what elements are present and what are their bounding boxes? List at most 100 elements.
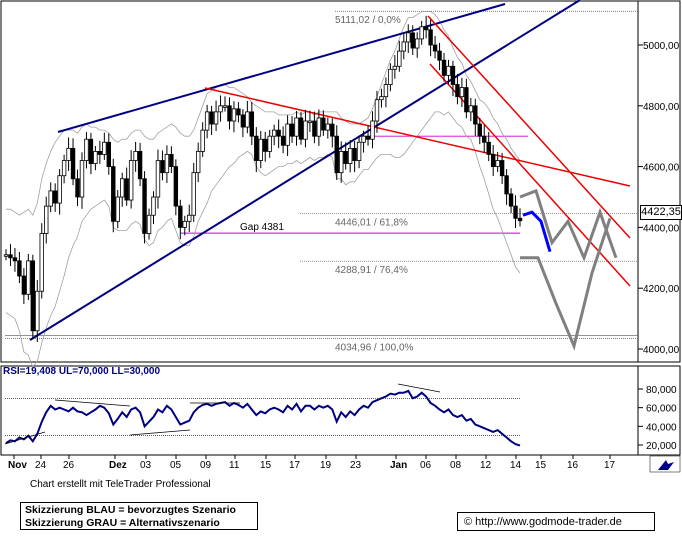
candle-body	[303, 120, 308, 140]
candle-body	[334, 135, 339, 174]
candle-body	[240, 114, 246, 128]
candle-body	[468, 105, 474, 113]
candle-body	[70, 147, 76, 180]
source-url[interactable]: © http://www.godmode-trader.de	[457, 512, 655, 531]
legend-gray: Skizzierung GRAU = Alternativszenario	[25, 517, 220, 529]
price-tick-label: 4600,00	[643, 163, 680, 174]
gap-label: Gap 4381	[240, 222, 284, 233]
candle-body	[209, 111, 214, 125]
candle-body	[459, 87, 465, 98]
candle-body	[187, 214, 192, 222]
candle-body	[204, 111, 210, 131]
candle-body	[499, 160, 505, 177]
chart-credit: Chart erstellt mit TeleTrader Profession…	[30, 479, 211, 490]
x-tick-label: Dez	[109, 460, 127, 471]
trend-lines	[29, 0, 631, 341]
candle-body	[84, 138, 89, 161]
candle-body	[419, 26, 424, 40]
candle-body	[352, 147, 357, 161]
x-tick-label: 19	[320, 460, 332, 471]
candle-body	[3, 254, 9, 257]
candle-body	[48, 190, 53, 207]
fib-levels: 5111,02 / 0,0% 4446,01 / 61,8% 4288,91 / 7…	[5, 10, 638, 353]
rsi-divergence	[397, 383, 441, 393]
candle-body	[155, 160, 161, 198]
fib-level-label: 4446,01 / 61,8%	[335, 217, 408, 228]
candle-body	[102, 141, 107, 155]
candle-body	[88, 138, 94, 164]
candle-body	[450, 65, 456, 85]
candle-body	[218, 105, 223, 113]
rsi-series	[4, 383, 521, 447]
candle-body	[178, 205, 183, 228]
candle-body	[437, 50, 442, 61]
candle-body	[115, 196, 120, 222]
candle-body	[423, 26, 429, 31]
candle-body	[388, 68, 393, 85]
x-axis: Nov 24 26 Dez 03 05 09 11 15 17 19 23 Jan 06 08 12 14 15 1…	[8, 455, 616, 471]
candle-body	[504, 175, 509, 195]
candle-body	[455, 84, 460, 98]
candle-body	[379, 96, 384, 101]
candle-body	[464, 87, 469, 113]
candle-body	[432, 44, 438, 52]
price-tick-label: 4800,00	[643, 102, 680, 113]
price-y-axis: 4000,00 4200,00 4400,00 4600,00 4800,00 5000,…	[638, 41, 680, 356]
candle-body	[79, 160, 85, 198]
candle-body	[142, 178, 147, 234]
candle-body	[169, 154, 174, 168]
x-tick-label: 09	[200, 460, 212, 471]
candle-body	[473, 105, 478, 125]
fib-level-label: 5111,02 / 0,0%	[335, 15, 401, 26]
trendline-red-resistance	[204, 87, 631, 187]
x-tick-label: Nov	[8, 460, 27, 471]
x-tick-label: 24	[35, 460, 47, 471]
x-tick-label: 16	[567, 460, 579, 471]
candle-body	[35, 290, 40, 332]
price-series	[3, 15, 523, 343]
candle-body	[307, 120, 313, 123]
rsi-line	[5, 389, 521, 447]
rsi-divergence	[4, 431, 46, 445]
rsi-divergence	[54, 399, 131, 407]
fib-level-label: 4034,96 / 100,0%	[335, 342, 414, 353]
last-price-tag: 4422,35	[640, 205, 682, 220]
candle-body	[137, 150, 143, 180]
candle-body	[66, 147, 71, 161]
candle-body	[517, 217, 523, 222]
channel-red-upper	[427, 15, 631, 239]
x-tick-label: 23	[350, 460, 362, 471]
x-tick-label: 06	[420, 460, 432, 471]
candle-body	[245, 111, 250, 128]
x-tick-label: 12	[480, 460, 492, 471]
rsi-divergence	[129, 429, 191, 436]
x-tick-label: 26	[63, 460, 75, 471]
candle-body	[263, 138, 268, 152]
candle-body	[486, 141, 491, 155]
candle-body	[356, 141, 362, 161]
candle-body	[61, 160, 67, 177]
candle-body	[414, 38, 420, 49]
candle-body	[8, 254, 13, 259]
candle-body	[44, 205, 49, 234]
candle-body	[52, 190, 58, 204]
rsi-y-axis: 20,000 40,000 60,000 80,000	[638, 385, 677, 452]
candle-body	[26, 260, 31, 295]
candle-body	[97, 150, 103, 155]
scenario-legend: Skizzierung BLAU = bevorzugtes Szenario …	[20, 502, 258, 530]
arrow-icon	[658, 460, 674, 470]
candle-body	[343, 150, 348, 164]
candle-body	[39, 233, 44, 292]
channel-red-lower	[429, 63, 631, 287]
candle-body	[173, 166, 179, 207]
rsi-tick-label: 20,000	[646, 441, 677, 452]
price-tick-label: 4200,00	[643, 284, 680, 295]
candle-body	[124, 178, 129, 201]
candle-body	[267, 135, 272, 152]
x-tick-label: 14	[510, 460, 522, 471]
candle-body	[21, 275, 27, 295]
price-panel	[0, 0, 681, 363]
candle-body	[410, 32, 415, 49]
candle-body	[57, 175, 62, 204]
